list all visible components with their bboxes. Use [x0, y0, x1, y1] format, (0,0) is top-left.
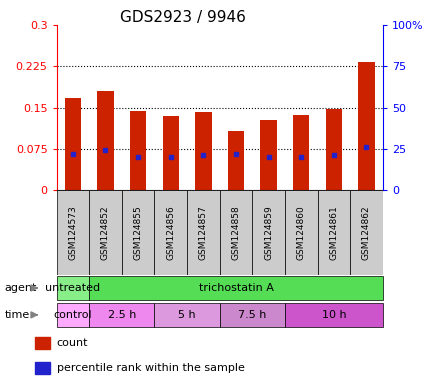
Bar	[358, 62, 374, 190]
Text: trichostatin A: trichostatin A	[198, 283, 273, 293]
Bar	[89, 190, 122, 275]
Text: count: count	[56, 338, 88, 348]
Text: 10 h: 10 h	[321, 310, 345, 320]
Text: control: control	[53, 310, 92, 320]
Bar	[35, 362, 50, 374]
Bar	[56, 303, 89, 327]
Bar	[154, 190, 187, 275]
Bar	[219, 303, 284, 327]
Bar	[260, 120, 276, 190]
Text: 7.5 h: 7.5 h	[237, 310, 266, 320]
Bar	[154, 303, 219, 327]
Bar	[195, 112, 211, 190]
Bar	[219, 190, 252, 275]
Bar	[317, 190, 349, 275]
Text: GSM124855: GSM124855	[133, 205, 142, 260]
Text: GSM124852: GSM124852	[101, 205, 110, 260]
Text: 5 h: 5 h	[178, 310, 195, 320]
Bar	[187, 190, 219, 275]
Bar	[89, 276, 382, 300]
Text: GSM124862: GSM124862	[361, 205, 370, 260]
Text: GDS2923 / 9946: GDS2923 / 9946	[119, 10, 245, 25]
Bar	[325, 109, 341, 190]
Text: untreated: untreated	[45, 283, 100, 293]
Text: GSM124860: GSM124860	[296, 205, 305, 260]
Bar	[252, 190, 284, 275]
Text: percentile rank within the sample: percentile rank within the sample	[56, 363, 244, 373]
Bar	[293, 115, 309, 190]
Bar	[97, 91, 113, 190]
Text: GSM124856: GSM124856	[166, 205, 175, 260]
Bar	[284, 190, 317, 275]
Text: GSM124857: GSM124857	[198, 205, 207, 260]
Bar	[227, 131, 243, 190]
Bar	[65, 98, 81, 190]
Bar	[56, 190, 89, 275]
Bar	[56, 276, 89, 300]
Bar	[130, 111, 146, 190]
Bar	[284, 303, 382, 327]
Text: agent: agent	[4, 283, 36, 293]
Text: GSM124858: GSM124858	[231, 205, 240, 260]
Bar	[162, 116, 178, 190]
Text: 2.5 h: 2.5 h	[107, 310, 136, 320]
Bar	[122, 190, 154, 275]
Text: time: time	[4, 310, 30, 320]
Text: GSM124861: GSM124861	[329, 205, 338, 260]
Text: GSM124859: GSM124859	[263, 205, 273, 260]
Bar	[89, 303, 154, 327]
Bar	[349, 190, 382, 275]
Text: GSM124573: GSM124573	[68, 205, 77, 260]
Bar	[35, 337, 50, 349]
